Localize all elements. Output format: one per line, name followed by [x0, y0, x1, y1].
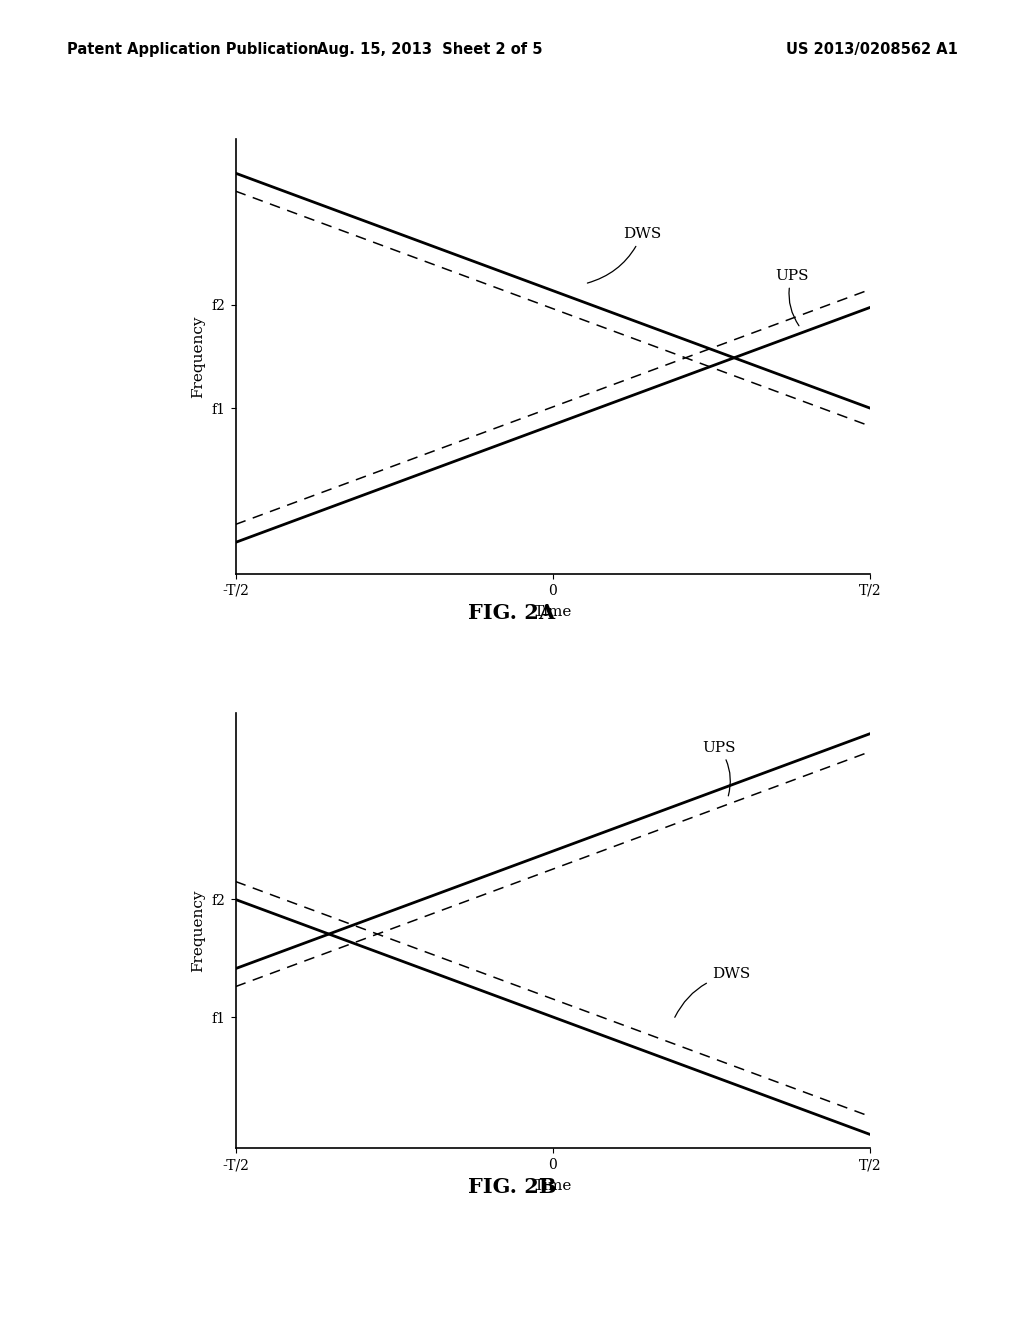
Text: DWS: DWS	[675, 968, 750, 1018]
Text: UPS: UPS	[775, 269, 809, 326]
Text: US 2013/0208562 A1: US 2013/0208562 A1	[785, 42, 957, 57]
X-axis label: Time: Time	[534, 1179, 572, 1193]
Text: Aug. 15, 2013  Sheet 2 of 5: Aug. 15, 2013 Sheet 2 of 5	[317, 42, 543, 57]
Text: FIG. 2A: FIG. 2A	[468, 603, 556, 623]
Text: FIG. 2B: FIG. 2B	[468, 1177, 556, 1197]
Y-axis label: Frequency: Frequency	[190, 315, 205, 397]
Text: DWS: DWS	[588, 227, 662, 282]
Text: Patent Application Publication: Patent Application Publication	[67, 42, 318, 57]
X-axis label: Time: Time	[534, 605, 572, 619]
Text: UPS: UPS	[702, 741, 735, 796]
Y-axis label: Frequency: Frequency	[190, 890, 205, 972]
